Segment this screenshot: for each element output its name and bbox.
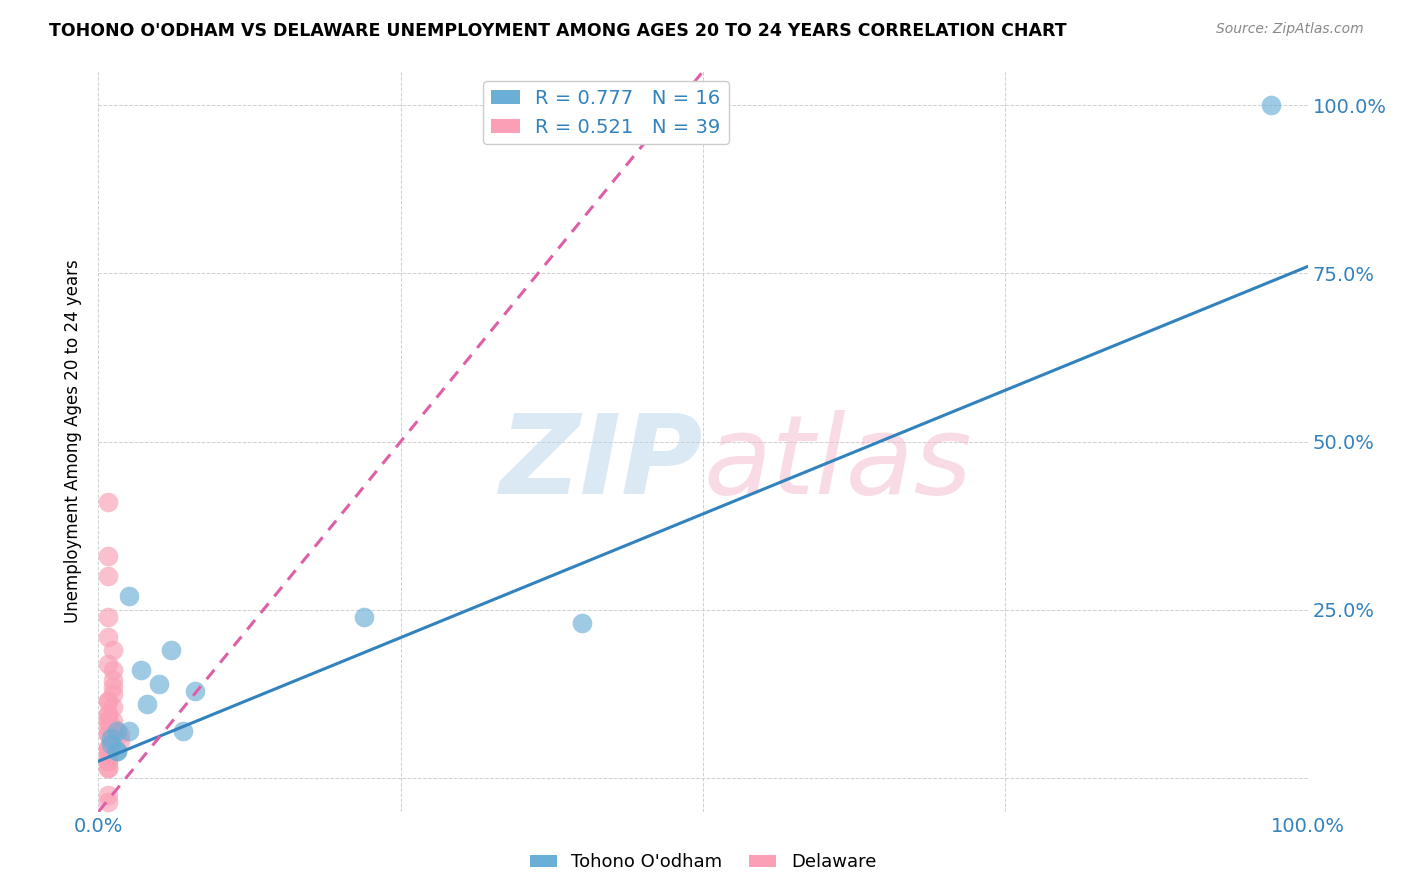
Text: TOHONO O'ODHAM VS DELAWARE UNEMPLOYMENT AMONG AGES 20 TO 24 YEARS CORRELATION CH: TOHONO O'ODHAM VS DELAWARE UNEMPLOYMENT … <box>49 22 1067 40</box>
Point <box>105 744 128 758</box>
Point <box>1260 98 1282 112</box>
Point <box>97 727 120 741</box>
Point <box>97 694 120 708</box>
Point <box>100 738 122 752</box>
Point <box>148 677 170 691</box>
Point <box>97 761 120 775</box>
Point <box>97 740 120 755</box>
Point <box>101 714 124 728</box>
Point <box>101 700 124 714</box>
Point <box>97 740 120 755</box>
Point <box>97 549 120 563</box>
Point <box>101 734 124 748</box>
Y-axis label: Unemployment Among Ages 20 to 24 years: Unemployment Among Ages 20 to 24 years <box>65 260 83 624</box>
Point <box>97 707 120 722</box>
Point <box>97 727 120 741</box>
Text: atlas: atlas <box>703 410 972 517</box>
Legend: R = 0.777   N = 16, R = 0.521   N = 39: R = 0.777 N = 16, R = 0.521 N = 39 <box>484 81 728 145</box>
Point <box>184 683 207 698</box>
Point <box>353 609 375 624</box>
Point <box>135 697 157 711</box>
Point <box>97 714 120 728</box>
Point <box>97 747 120 762</box>
Point <box>97 630 120 644</box>
Point <box>571 616 593 631</box>
Point <box>129 664 152 678</box>
Point <box>105 744 128 758</box>
Point <box>101 727 124 741</box>
Text: ZIP: ZIP <box>499 410 703 517</box>
Point <box>97 714 120 728</box>
Point <box>108 727 131 741</box>
Point <box>101 643 124 657</box>
Point <box>97 761 120 775</box>
Point <box>97 740 120 755</box>
Point <box>118 590 141 604</box>
Point <box>97 721 120 735</box>
Point <box>97 788 120 802</box>
Point <box>118 723 141 738</box>
Point <box>101 721 124 735</box>
Point <box>105 723 128 738</box>
Point <box>97 694 120 708</box>
Point <box>101 721 124 735</box>
Point <box>100 731 122 745</box>
Point <box>101 673 124 688</box>
Point <box>97 609 120 624</box>
Point <box>97 707 120 722</box>
Point <box>97 754 120 768</box>
Point <box>101 680 124 694</box>
Point <box>101 687 124 701</box>
Point <box>108 734 131 748</box>
Point <box>160 643 183 657</box>
Point <box>172 723 194 738</box>
Legend: Tohono O'odham, Delaware: Tohono O'odham, Delaware <box>523 847 883 879</box>
Point <box>97 747 120 762</box>
Point <box>97 495 120 509</box>
Point <box>97 795 120 809</box>
Point <box>97 569 120 583</box>
Point <box>101 664 124 678</box>
Point <box>97 657 120 671</box>
Text: Source: ZipAtlas.com: Source: ZipAtlas.com <box>1216 22 1364 37</box>
Point <box>97 754 120 768</box>
